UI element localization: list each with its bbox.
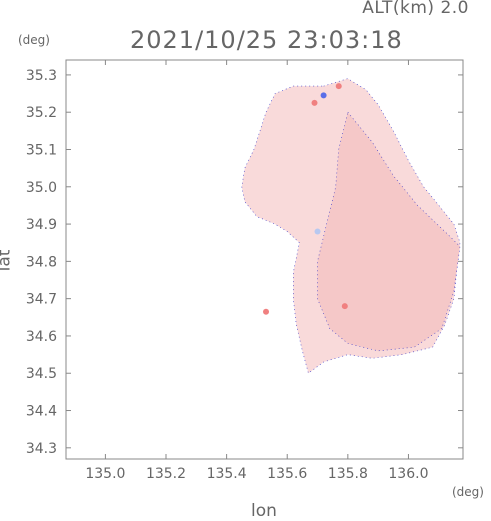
x-tick-label: 136.0: [388, 466, 428, 482]
data-point-0: [320, 92, 327, 99]
y-tick-label: 34.3: [26, 441, 57, 457]
data-point-3: [314, 228, 321, 235]
y-unit-label: (deg): [18, 33, 50, 47]
altitude-label: ALT(km) 2.0: [362, 0, 469, 18]
x-tick-label: 135.8: [328, 466, 368, 482]
y-axis-ticks: 34.3 34.4 34.5 34.6 34.7 34.8 34.9 35.0 35.1 35.2…: [26, 68, 463, 457]
y-tick-label: 35.0: [26, 180, 57, 196]
data-point-2: [335, 83, 342, 90]
data-field-layer: [241, 78, 461, 374]
plot-frame: [65, 59, 464, 460]
y-tick-label: 34.5: [26, 366, 57, 382]
data-point-5: [263, 308, 270, 315]
data-point-4: [341, 303, 348, 310]
marker-layer: [263, 83, 348, 315]
region-east-darker: [317, 111, 461, 352]
y-tick-label: 35.3: [26, 68, 57, 84]
x-axis-label: lon: [251, 501, 277, 521]
x-tick-label: 135.4: [207, 466, 247, 482]
y-tick-label: 35.2: [26, 105, 57, 121]
y-tick-label: 34.4: [26, 404, 57, 420]
x-unit-label: (deg): [452, 485, 484, 499]
x-tick-label: 135.6: [267, 466, 307, 482]
y-tick-label: 34.6: [26, 329, 57, 345]
x-tick-label: 135.0: [85, 466, 125, 482]
x-tick-label: 135.2: [146, 466, 186, 482]
chart-title-timestamp: 2021/10/25 23:03:18: [130, 26, 403, 54]
y-tick-label: 34.9: [26, 217, 57, 233]
data-point-1: [311, 99, 318, 106]
x-axis-ticks: 135.0 135.2 135.4 135.6 135.8 136.0: [85, 60, 428, 482]
y-tick-label: 35.1: [26, 142, 57, 158]
y-tick-label: 34.7: [26, 292, 57, 308]
y-tick-label: 34.8: [26, 254, 57, 270]
